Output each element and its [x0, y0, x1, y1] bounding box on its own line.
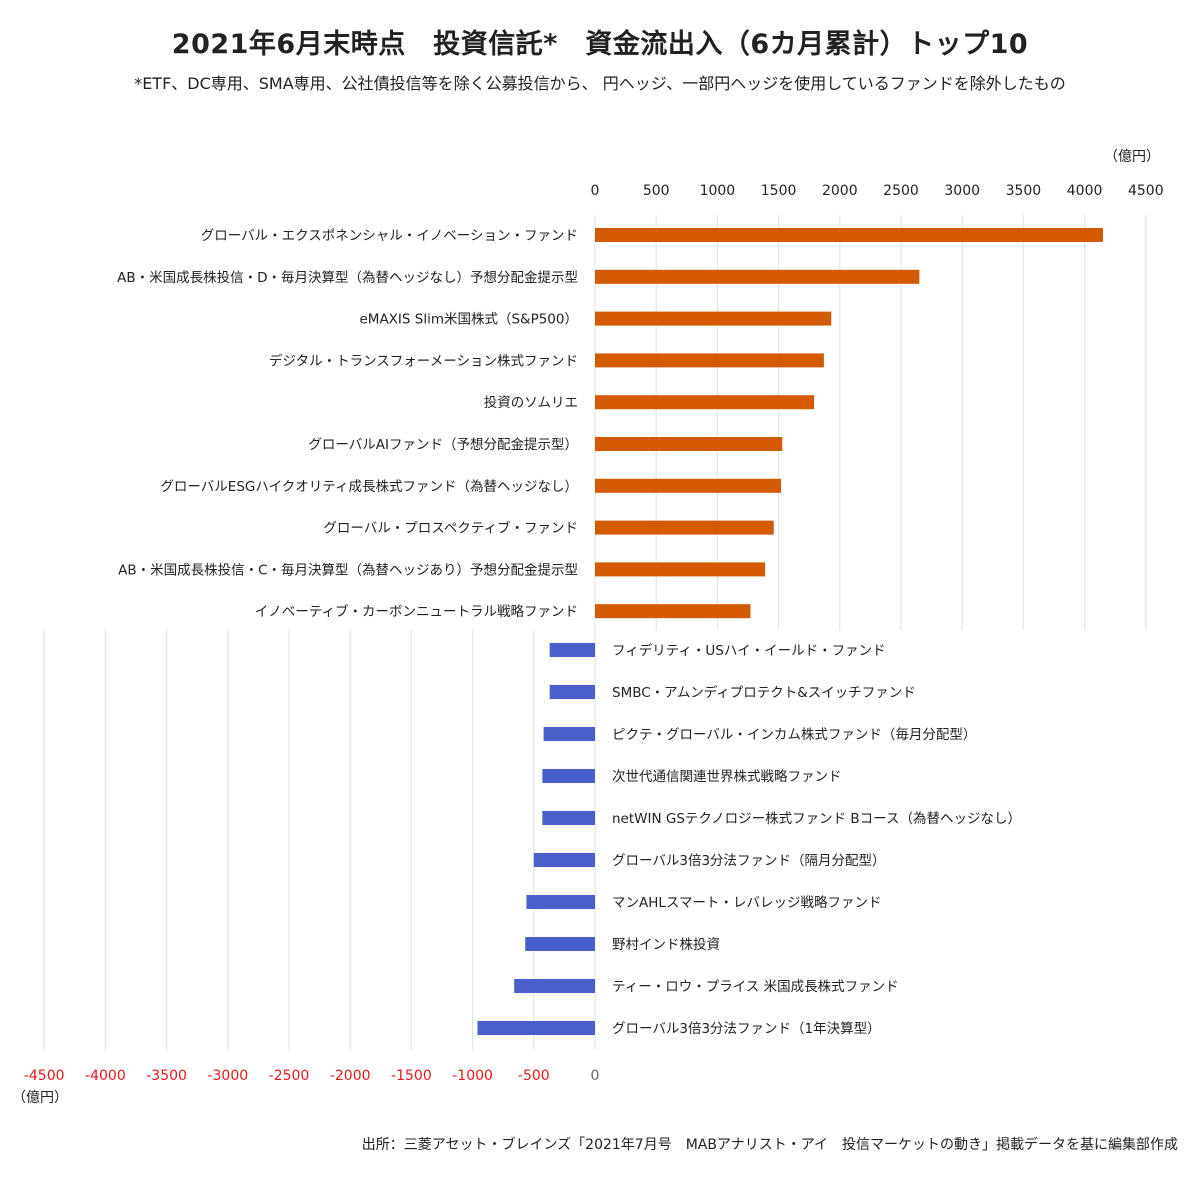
- inflow-fund-label: AB・米国成長株投信・C・毎月決算型（為替ヘッジあり）予想分配金提示型: [118, 562, 578, 578]
- bottom-tick-label: -1500: [391, 1068, 432, 1084]
- bottom-axis-unit: （億円）: [12, 1090, 68, 1106]
- top-tick-label: 2500: [883, 183, 919, 199]
- inflow-fund-label: AB・米国成長株投信・D・毎月決算型（為替ヘッジなし）予想分配金提示型: [117, 270, 578, 286]
- inflow-bar: [595, 269, 920, 284]
- outflow-bar: [542, 811, 595, 825]
- inflow-fund-label: eMAXIS Slim米国株式（S&P500）: [359, 312, 578, 328]
- inflow-fund-label: グローバルESGハイクオリティ成長株式ファンド（為替ヘッジなし）: [160, 479, 578, 495]
- outflow-fund-label: グローバル3倍3分法ファンド（隔月分配型）: [612, 853, 886, 869]
- top-tick-label: 4000: [1067, 183, 1103, 199]
- outflow-bar: [549, 685, 595, 699]
- outflow-bar: [514, 979, 595, 993]
- top-tick-label: 1000: [700, 183, 736, 199]
- bottom-tick-label: -1000: [452, 1068, 493, 1084]
- top-tick-label: 4500: [1128, 183, 1164, 199]
- outflow-bar: [549, 643, 595, 657]
- outflow-fund-label: フィデリティ・USハイ・イールド・ファンド: [612, 642, 886, 659]
- inflow-fund-label: グローバル・エクスポネンシャル・イノベーション・ファンド: [201, 228, 578, 244]
- outflow-fund-label: 次世代通信関連世界株式戦略ファンド: [612, 769, 842, 785]
- bottom-tick-label: -3500: [146, 1068, 187, 1084]
- inflow-bar: [595, 604, 751, 619]
- bottom-tick-label: -500: [518, 1068, 550, 1084]
- outflow-bar: [533, 853, 595, 867]
- inflow-fund-label: デジタル・トランスフォーメーション株式ファンド: [269, 352, 578, 369]
- top-tick-label: 2000: [822, 183, 858, 199]
- outflow-fund-label: マンAHLスマート・レバレッジ戦略ファンド: [612, 895, 882, 911]
- outflow-fund-label: ピクテ・グローバル・インカム株式ファンド（毎月分配型）: [612, 727, 976, 743]
- outflow-fund-label: グローバル3倍3分法ファンド（1年決算型）: [612, 1021, 881, 1037]
- top-tick-label: 3000: [944, 183, 980, 199]
- bottom-tick-label: 0: [591, 1068, 600, 1084]
- inflow-fund-label: グローバル・プロスペクティブ・ファンド: [323, 520, 578, 537]
- inflow-bar: [595, 353, 824, 368]
- inflow-bar: [595, 562, 766, 577]
- inflow-bar: [595, 228, 1103, 242]
- inflow-fund-label: 投資のソムリエ: [484, 395, 578, 411]
- inflow-bar: [595, 311, 832, 326]
- top-tick-label: 0: [591, 183, 600, 199]
- inflow-bar: [595, 437, 783, 451]
- outflow-bar: [525, 937, 595, 951]
- chart-title: 2021年6月末時点 投資信託* 資金流出入（6カ月累計）トップ10: [171, 29, 1029, 60]
- outflow-bar: [526, 895, 595, 909]
- top-tick-label: 1500: [761, 183, 797, 199]
- inflow-bar: [595, 395, 815, 410]
- top-tick-label: 500: [643, 183, 670, 199]
- bottom-tick-label: -2000: [330, 1068, 371, 1084]
- inflow-fund-label: イノベーティブ・カーボンニュートラル戦略ファンド: [255, 603, 578, 620]
- outflow-bar: [477, 1021, 595, 1035]
- top-tick-label: 3500: [1006, 183, 1042, 199]
- outflow-bar: [542, 769, 595, 783]
- inflow-bar: [595, 478, 782, 493]
- outflow-fund-label: 野村インド株投資: [612, 937, 720, 953]
- inflow-bar: [595, 520, 774, 535]
- outflow-fund-label: netWIN GSテクノロジー株式ファンド Bコース（為替ヘッジなし）: [612, 811, 1021, 827]
- bottom-tick-label: -4500: [24, 1068, 65, 1084]
- outflow-bar: [543, 727, 595, 741]
- bottom-tick-label: -4000: [85, 1068, 126, 1084]
- outflow-fund-label: ティー・ロウ・プライス 米国成長株式ファンド: [612, 979, 899, 995]
- bottom-tick-label: -2500: [269, 1068, 310, 1084]
- source-note: 出所：三菱アセット・ブレインズ「2021年7月号 MABアナリスト・アイ 投信マ…: [361, 1137, 1178, 1153]
- outflow-fund-label: SMBC・アムンディプロテクト&スイッチファンド: [612, 684, 916, 701]
- top-axis-unit: （億円）: [1104, 149, 1160, 165]
- bottom-tick-label: -3000: [207, 1068, 248, 1084]
- chart-subtitle: *ETF、DC専用、SMA専用、公社債投信等を除く公募投信から、 円ヘッジ、一部…: [134, 74, 1066, 93]
- inflow-fund-label: グローバルAIファンド（予想分配金提示型）: [308, 437, 578, 453]
